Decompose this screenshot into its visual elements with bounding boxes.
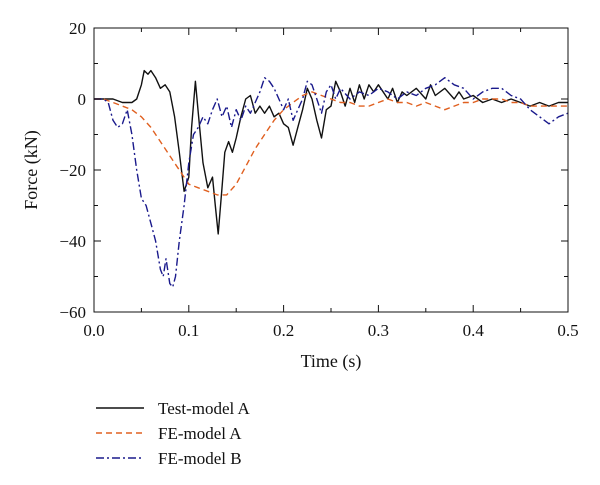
x-tick-label: 0.4 xyxy=(463,321,485,340)
y-axis-label: Force (kN) xyxy=(21,130,42,209)
plot-frame xyxy=(93,27,569,313)
y-tick-label: −60 xyxy=(59,303,86,322)
series-line-2 xyxy=(94,91,568,196)
legend-label-2: FE-model A xyxy=(158,424,242,443)
legend-label-3: FE-model B xyxy=(158,449,242,468)
x-tick-label: 0.2 xyxy=(273,321,294,340)
series-line-1 xyxy=(94,69,568,235)
plot-lines xyxy=(94,69,569,288)
x-tick-label: 0.3 xyxy=(368,321,389,340)
x-tick-label: 0.5 xyxy=(557,321,578,340)
legend-label-1: Test-model A xyxy=(158,399,251,418)
legend: Test-model A FE-model A FE-model B xyxy=(96,399,251,468)
y-tick-label: 20 xyxy=(69,19,86,38)
y-tick-label: −20 xyxy=(59,161,86,180)
series-line-3 xyxy=(94,77,569,288)
x-tick-label: 0.1 xyxy=(178,321,199,340)
ticks: 0.0 0.1 0.2 0.3 0.4 0.5 −60 −40 −20 0 20 xyxy=(59,19,578,340)
x-tick-label: 0.0 xyxy=(83,321,104,340)
axes xyxy=(93,27,569,313)
x-axis-label: Time (s) xyxy=(301,351,362,372)
y-tick-label: 0 xyxy=(78,90,87,109)
y-tick-label: −40 xyxy=(59,232,86,251)
